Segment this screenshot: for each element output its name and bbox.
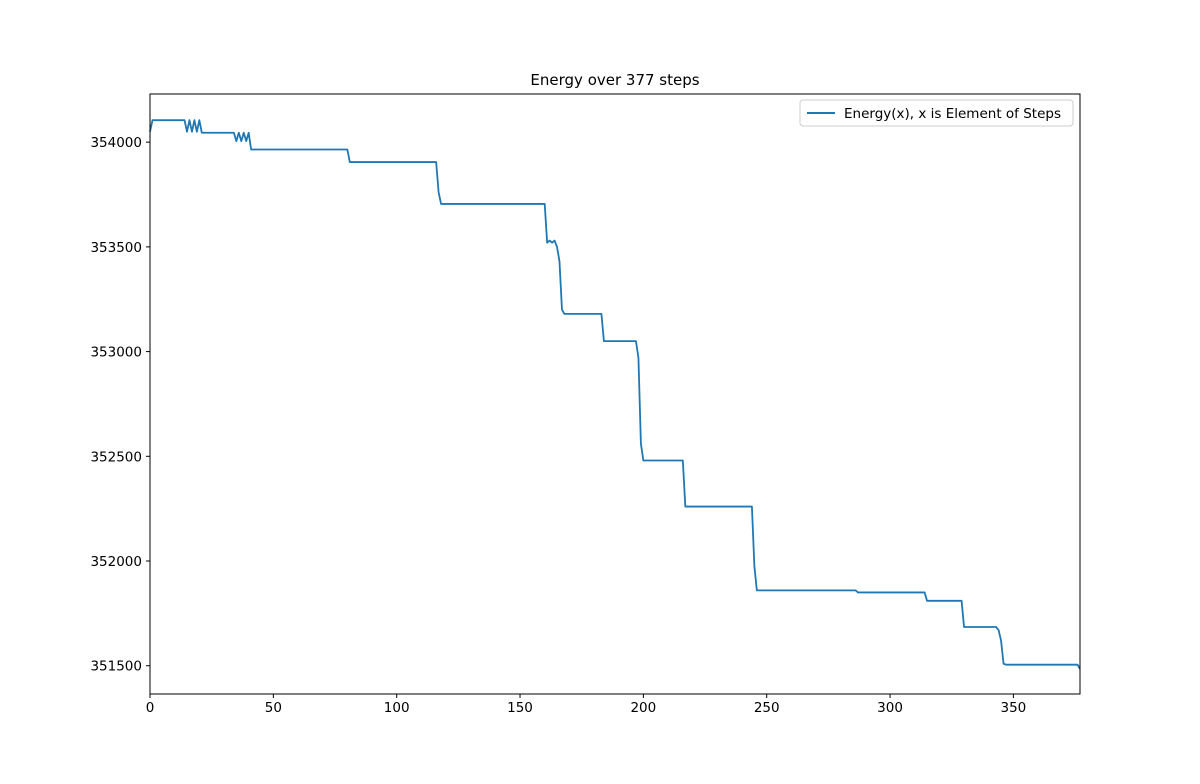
x-tick-label: 100 [384, 700, 410, 716]
series-layer [149, 119, 1081, 670]
plot-frame [149, 93, 1081, 695]
x-tick-label: 0 [146, 700, 155, 716]
y-tick-label: 352500 [90, 449, 142, 465]
legend: Energy(x), x is Element of Steps [799, 99, 1074, 127]
y-tick-label: 351500 [90, 659, 142, 675]
chart-title: Energy over 377 steps [530, 71, 699, 89]
x-tick-label: 300 [877, 700, 903, 716]
plot-area [150, 94, 1080, 694]
x-tick-label: 200 [630, 700, 656, 716]
y-tick-label: 353500 [90, 240, 142, 256]
y-tick-label: 354000 [90, 135, 142, 151]
x-tick-label: 150 [507, 700, 533, 716]
legend-box [799, 99, 1074, 127]
series-line [149, 119, 1081, 670]
x-tick-label: 350 [1001, 700, 1027, 716]
x-tick-label: 250 [754, 700, 780, 716]
legend-label: Energy(x), x is Element of Steps [844, 106, 1061, 122]
x-tick-label: 50 [265, 700, 282, 716]
y-tick-label: 352000 [90, 554, 142, 570]
y-tick-label: 353000 [90, 345, 142, 361]
axis-ticks: 0 50 100 150 200 250 300 350 351500 352000 352500 3… [90, 135, 1026, 716]
